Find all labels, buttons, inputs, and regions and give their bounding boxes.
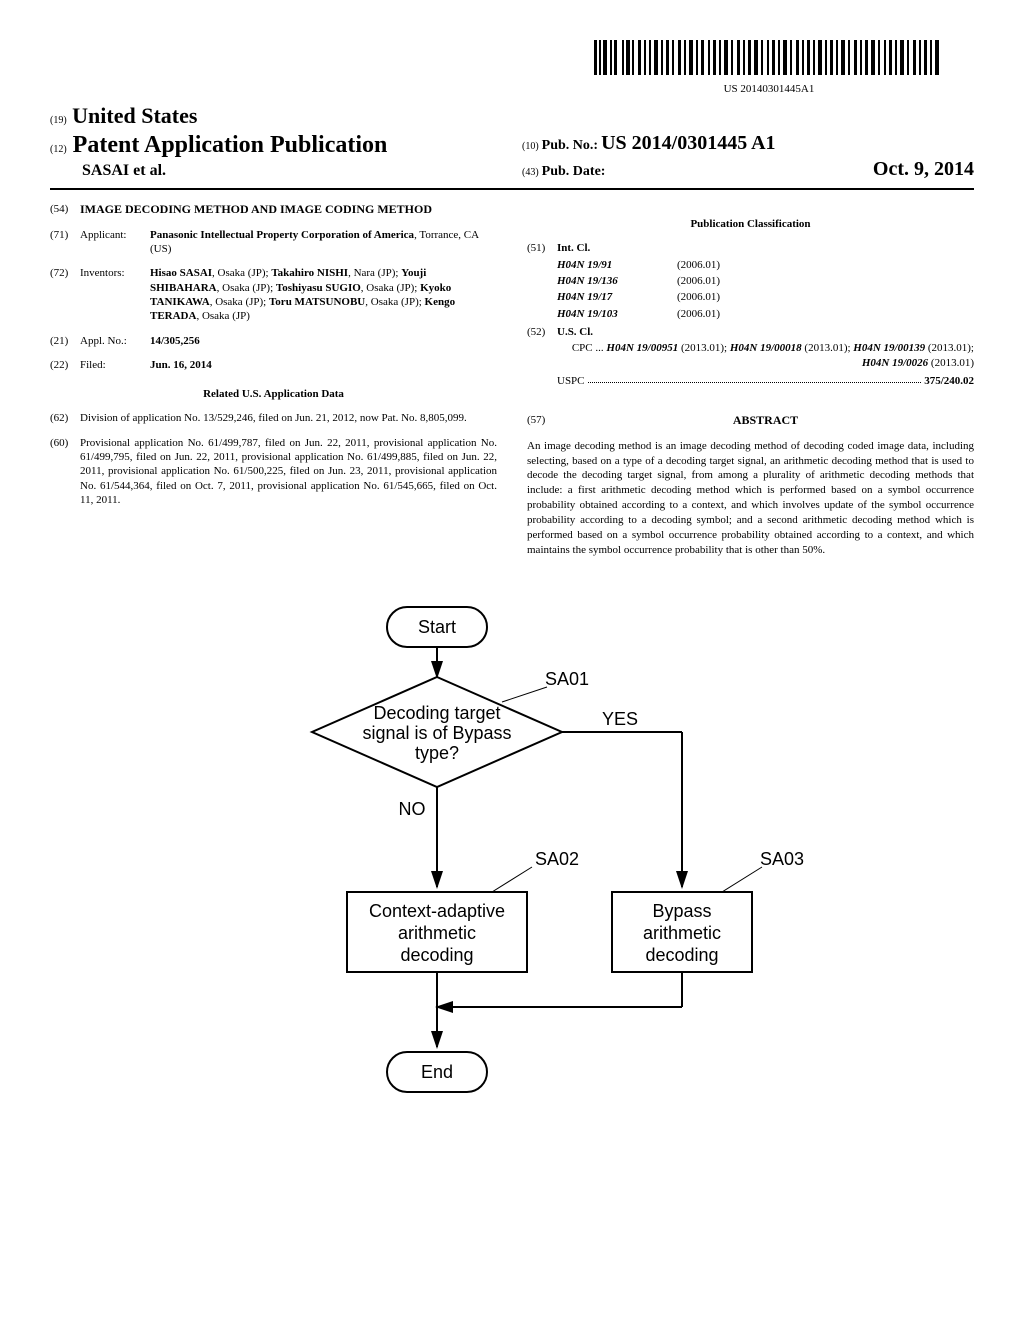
fc-sa02-t1: Context-adaptive bbox=[369, 901, 505, 921]
abstract-num: (57) bbox=[527, 413, 557, 429]
fc-end: End bbox=[421, 1062, 453, 1082]
intcl-row: H04N 19/17(2006.01) bbox=[557, 290, 974, 304]
country-num: (19) bbox=[50, 115, 67, 126]
fc-sa02-label: SA02 bbox=[535, 849, 579, 869]
title: IMAGE DECODING METHOD AND IMAGE CODING M… bbox=[80, 202, 497, 218]
fc-sa01-t2: signal is of Bypass bbox=[362, 723, 511, 743]
intcl-row: H04N 19/103(2006.01) bbox=[557, 307, 974, 321]
filed-label: Filed: bbox=[80, 358, 150, 372]
flowchart-svg: Start SA01 Decoding target signal is of … bbox=[212, 597, 812, 1117]
title-num: (54) bbox=[50, 202, 80, 216]
inventors: Hisao SASAI, Osaka (JP); Takahiro NISHI,… bbox=[150, 266, 497, 323]
cpc-label: CPC bbox=[572, 342, 593, 354]
barcode-area: US 20140301445A1 bbox=[50, 40, 974, 97]
div-text: Division of application No. 13/529,246, … bbox=[80, 411, 497, 425]
intcl-list: H04N 19/91(2006.01) H04N 19/136(2006.01)… bbox=[527, 258, 974, 321]
related-heading: Related U.S. Application Data bbox=[50, 387, 497, 401]
appl-label: Appl. No.: bbox=[80, 334, 150, 348]
left-column: (54) IMAGE DECODING METHOD AND IMAGE COD… bbox=[50, 202, 497, 557]
applicant: Panasonic Intellectual Property Corporat… bbox=[150, 228, 497, 257]
fc-sa01-label: SA01 bbox=[545, 669, 589, 689]
right-column: Publication Classification (51) Int. Cl.… bbox=[527, 202, 974, 557]
applicant-num: (71) bbox=[50, 228, 80, 242]
fc-sa03-t1: Bypass bbox=[652, 901, 711, 921]
barcode-svg bbox=[594, 40, 944, 80]
body-columns: (54) IMAGE DECODING METHOD AND IMAGE COD… bbox=[50, 202, 974, 557]
fc-sa01-t3: type? bbox=[415, 743, 459, 763]
appl-no: 14/305,256 bbox=[150, 335, 200, 347]
pubdate-num: (43) bbox=[522, 167, 539, 178]
cpc-block: CPC ... H04N 19/00951 (2013.01); H04N 19… bbox=[527, 341, 974, 370]
country: United States bbox=[72, 103, 197, 128]
uscl-num: (52) bbox=[527, 325, 557, 339]
fc-sa02-t3: decoding bbox=[400, 945, 473, 965]
authors: SASAI et al. bbox=[50, 161, 502, 182]
flowchart: Start SA01 Decoding target signal is of … bbox=[50, 597, 974, 1117]
applicant-label: Applicant: bbox=[80, 228, 150, 242]
pub-type: Patent Application Publication bbox=[73, 132, 388, 158]
prov-num: (60) bbox=[50, 436, 80, 450]
abstract-label: ABSTRACT bbox=[733, 413, 798, 427]
div-num: (62) bbox=[50, 411, 80, 425]
classif-heading: Publication Classification bbox=[527, 217, 974, 231]
pub-num: (12) bbox=[50, 144, 67, 155]
pubno-num: (10) bbox=[522, 141, 539, 152]
intcl-row: H04N 19/91(2006.01) bbox=[557, 258, 974, 272]
appl-num: (21) bbox=[50, 334, 80, 348]
inventors-num: (72) bbox=[50, 266, 80, 280]
fc-no: NO bbox=[399, 799, 426, 819]
filed-date: Jun. 16, 2014 bbox=[150, 359, 212, 371]
pubdate-label: Pub. Date: bbox=[542, 164, 606, 179]
prov-text: Provisional application No. 61/499,787, … bbox=[80, 436, 497, 507]
fc-sa02-t2: arithmetic bbox=[398, 923, 476, 943]
intcl-num: (51) bbox=[527, 241, 557, 255]
fc-start: Start bbox=[418, 617, 456, 637]
inventors-label: Inventors: bbox=[80, 266, 150, 280]
fc-sa03-t2: arithmetic bbox=[643, 923, 721, 943]
fc-sa03-label: SA03 bbox=[760, 849, 804, 869]
pubno-label: Pub. No.: bbox=[542, 138, 598, 153]
barcode: US 20140301445A1 bbox=[594, 40, 944, 96]
uspc-label: USPC bbox=[557, 374, 585, 388]
pubno: US 2014/0301445 A1 bbox=[601, 132, 775, 154]
fc-yes: YES bbox=[602, 709, 638, 729]
cpc-text: H04N 19/00951 (2013.01); H04N 19/00018 (… bbox=[606, 342, 974, 368]
intcl-row: H04N 19/136(2006.01) bbox=[557, 274, 974, 288]
header: (19) United States (12) Patent Applicati… bbox=[50, 102, 974, 191]
fc-sa03-t3: decoding bbox=[645, 945, 718, 965]
pubdate: Oct. 9, 2014 bbox=[873, 156, 974, 182]
abstract-text: An image decoding method is an image dec… bbox=[527, 439, 974, 558]
intcl-label: Int. Cl. bbox=[557, 242, 590, 254]
fc-sa01-t1: Decoding target bbox=[373, 703, 500, 723]
uscl-label: U.S. Cl. bbox=[557, 326, 593, 338]
uspc-row: USPC 375/240.02 bbox=[527, 374, 974, 388]
barcode-text: US 20140301445A1 bbox=[594, 82, 944, 96]
filed-num: (22) bbox=[50, 358, 80, 372]
applicant-name: Panasonic Intellectual Property Corporat… bbox=[150, 229, 414, 241]
uspc-code: 375/240.02 bbox=[924, 374, 974, 388]
